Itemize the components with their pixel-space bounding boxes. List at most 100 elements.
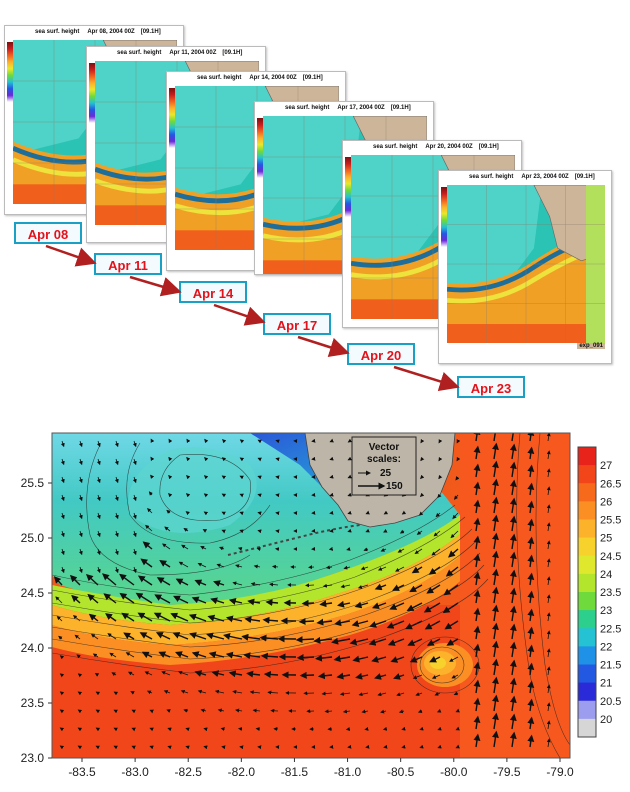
- velocity-vector: [383, 528, 388, 533]
- velocity-vector: [147, 508, 153, 514]
- velocity-vector: [72, 614, 81, 622]
- velocity-vector: [491, 676, 499, 694]
- colorbar-label: 26: [600, 496, 612, 508]
- arrow-14-17: [213, 303, 266, 326]
- velocity-vector: [527, 644, 535, 658]
- velocity-vector: [221, 529, 226, 534]
- velocity-vector: [194, 670, 207, 677]
- velocity-vector: [319, 600, 333, 608]
- velocity-vector: [243, 652, 261, 660]
- velocity-vector: [420, 456, 425, 462]
- velocity-vector: [386, 620, 405, 629]
- velocity-vector: [168, 474, 173, 480]
- velocity-vector: [130, 691, 135, 695]
- velocity-vector: [132, 566, 137, 574]
- velocity-vector: [249, 690, 261, 695]
- velocity-vector: [364, 726, 369, 731]
- velocity-vector: [382, 726, 388, 731]
- velocity-vector: [369, 620, 387, 628]
- colorbar-swatch: [578, 592, 596, 611]
- velocity-vector: [158, 651, 171, 658]
- velocity-vector: [88, 613, 99, 622]
- velocity-vector: [527, 500, 535, 514]
- velocity-vector: [155, 632, 171, 640]
- velocity-vector: [491, 514, 499, 532]
- velocity-vector: [232, 689, 243, 694]
- velocity-vector: [252, 708, 261, 713]
- velocity-vector: [220, 727, 225, 732]
- velocity-vector: [527, 716, 535, 730]
- velocity-vector: [371, 655, 387, 663]
- velocity-vector: [132, 440, 137, 448]
- velocity-vector: [387, 638, 405, 646]
- velocity-vector: [473, 697, 481, 712]
- velocity-vector: [406, 602, 423, 611]
- velocity-vector: [431, 548, 441, 556]
- velocity-vector: [113, 727, 118, 732]
- velocity-vector: [90, 633, 99, 640]
- velocity-vector: [509, 497, 517, 514]
- velocity-vector: [58, 635, 63, 640]
- velocity-vector: [365, 510, 370, 515]
- velocity-vector: [527, 482, 535, 496]
- velocity-vector: [473, 625, 481, 640]
- panel-date: Apr 14, 2004 00Z: [249, 75, 297, 81]
- velocity-vector: [433, 530, 441, 537]
- velocity-vector: [197, 689, 207, 694]
- arrow-20-23: [393, 365, 460, 392]
- colorbar-swatch: [578, 519, 596, 539]
- vector-scale-legend: Vector scales: 25 150: [351, 436, 417, 496]
- velocity-vector: [295, 636, 315, 644]
- velocity-vector: [333, 655, 351, 663]
- velocity-vector: [168, 493, 173, 498]
- velocity-vector: [178, 561, 189, 568]
- velocity-vector: [414, 548, 423, 554]
- panel-colorbar: [7, 42, 13, 102]
- velocity-vector: [473, 535, 481, 550]
- velocity-vector: [329, 474, 334, 479]
- velocity-vector: [491, 712, 499, 730]
- velocity-vector: [346, 547, 351, 551]
- velocity-vector: [109, 652, 117, 658]
- velocity-vector: [491, 694, 499, 712]
- velocity-vector: [223, 633, 243, 640]
- velocity-vector: [380, 548, 387, 552]
- velocity-vector: [203, 511, 209, 516]
- velocity-vector: [78, 566, 83, 574]
- date-label-apr-11: Apr 11: [94, 253, 162, 275]
- velocity-vector: [411, 566, 423, 574]
- velocity-vector: [546, 630, 551, 640]
- velocity-vector: [197, 562, 207, 568]
- velocity-vector: [383, 510, 389, 515]
- velocity-vector: [188, 613, 207, 622]
- arrow-11-14: [129, 275, 182, 297]
- velocity-vector: [144, 671, 153, 676]
- velocity-vector: [241, 633, 261, 641]
- vector-scale-large: 150: [386, 481, 403, 492]
- velocity-vector: [438, 474, 443, 480]
- velocity-vector: [415, 692, 423, 696]
- colorbar-label: 24.5: [600, 551, 621, 563]
- velocity-vector: [173, 595, 189, 604]
- y-tick-label: 25.0: [21, 531, 45, 545]
- colorbar-label: 26.5: [600, 478, 621, 490]
- velocity-vector: [336, 672, 351, 680]
- velocity-vector: [60, 440, 65, 448]
- velocity-vector: [164, 526, 171, 532]
- panel-title: sea surf. height Apr 14, 2004 00Z [09.1H]: [167, 72, 345, 84]
- velocity-vector: [239, 511, 244, 516]
- velocity-vector: [172, 632, 189, 640]
- velocity-vector: [473, 433, 481, 442]
- panel-title: sea surf. height Apr 17, 2004 00Z [09.1H]: [255, 102, 433, 114]
- velocity-vector: [407, 638, 423, 646]
- velocity-vector: [444, 620, 459, 630]
- velocity-vector: [339, 691, 351, 696]
- velocity-vector: [168, 438, 173, 444]
- velocity-vector: [527, 680, 535, 694]
- velocity-vector: [191, 651, 207, 658]
- velocity-vector: [377, 692, 387, 697]
- velocity-vector: [419, 492, 425, 497]
- plot-frame: [51, 432, 571, 759]
- colorbar-swatch: [578, 628, 596, 647]
- velocity-vector: [131, 727, 136, 732]
